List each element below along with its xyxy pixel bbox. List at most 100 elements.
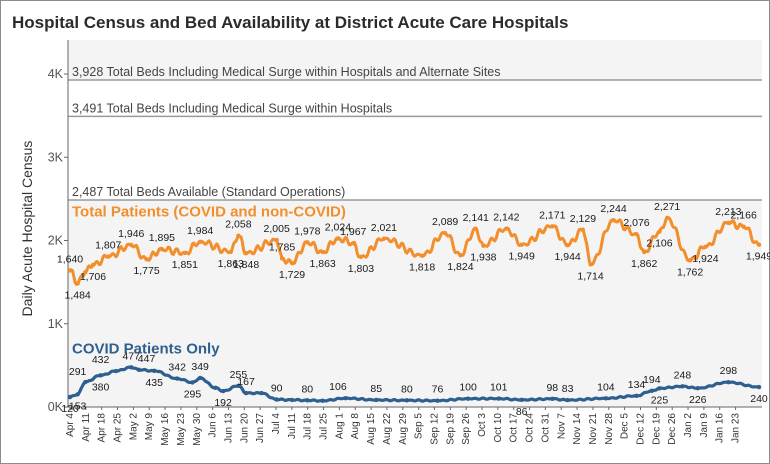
x-tick-label: Jun 6	[208, 413, 219, 438]
total-patients-point	[236, 233, 241, 238]
covid-patients-data-label: 106	[329, 381, 347, 393]
y-tick-label: 3K	[48, 150, 64, 164]
total-patients-point	[67, 268, 73, 273]
covid-patients-point	[236, 383, 241, 388]
total-patients-data-label: 2,129	[570, 213, 596, 225]
total-patients-point	[703, 244, 708, 250]
reference-line-label: 2,487 Total Beds Available (Standard Ope…	[72, 185, 345, 199]
total-patients-data-label: 2,142	[493, 212, 519, 224]
total-patients-point	[580, 227, 586, 232]
total-patients-data-label: 1,848	[233, 259, 259, 271]
covid-patients-data-label: 86	[516, 406, 528, 418]
x-tick-label: Oct 31	[540, 413, 551, 443]
total-patients-point	[726, 220, 731, 225]
total-patients-point	[481, 243, 486, 248]
total-patients-data-label: 2,076	[623, 217, 649, 229]
covid-patients-point	[220, 388, 226, 394]
total-patients-point	[473, 226, 478, 231]
total-patients-point	[144, 257, 149, 262]
total-patients-data-label: 1,807	[95, 240, 121, 252]
x-tick-label: Aug 15	[366, 413, 377, 445]
total-patients-data-label: 1,984	[187, 225, 213, 237]
x-tick-label: May 30	[192, 413, 203, 446]
total-patients-data-label: 2,024	[325, 222, 351, 234]
covid-patients-point	[174, 376, 180, 381]
covid-patients-data-label: 76	[432, 384, 444, 396]
x-tick-label: Dec 5	[620, 413, 631, 440]
total-patients-point	[419, 253, 425, 258]
page-title: Hospital Census and Bed Availability at …	[12, 13, 569, 32]
total-patients-data-label: 2,171	[539, 209, 565, 221]
x-tick-label: Nov 21	[588, 413, 599, 445]
total-patients-data-label: 1,484	[65, 289, 91, 301]
total-patients-data-label: 1,785	[269, 241, 295, 253]
total-patients-data-label: 2,141	[463, 212, 489, 224]
total-patients-point	[588, 262, 593, 267]
x-tick-label: Nov 28	[604, 413, 615, 445]
covid-patients-point	[496, 396, 501, 401]
y-tick-label: 2K	[48, 234, 64, 248]
total-patients-data-label: 1,706	[80, 271, 106, 283]
x-tick-label: Apr 18	[97, 413, 108, 443]
covid-patients-point	[519, 397, 524, 403]
total-patients-annotation: Total Patients (COVID and non-COVID)	[72, 204, 346, 221]
total-patients-point	[243, 250, 249, 256]
total-patients-data-label: 2,271	[654, 201, 680, 213]
x-tick-label: Apr 11	[81, 413, 92, 442]
covid-patients-data-label: 435	[145, 377, 163, 389]
x-tick-label: Nov 14	[572, 413, 583, 445]
total-patients-point	[756, 242, 762, 247]
covid-patients-point	[634, 393, 639, 399]
covid-patients-point	[465, 396, 471, 401]
covid-patients-point	[190, 380, 195, 385]
x-tick-label: May 2	[128, 413, 139, 441]
total-patients-point	[687, 258, 693, 263]
covid-patients-data-label: 255	[230, 369, 248, 381]
covid-patients-data-label: 80	[301, 383, 313, 395]
total-patients-data-label: 1,851	[172, 259, 198, 271]
x-tick-label: Jul 11	[287, 413, 298, 439]
total-patients-data-label: 1,924	[692, 253, 718, 265]
total-patients-data-label: 1,967	[340, 226, 366, 238]
x-tick-label: Dec 26	[667, 413, 678, 445]
y-tick-label: 0K	[48, 400, 64, 414]
x-tick-label: Jun 27	[255, 413, 266, 443]
covid-patients-data-label: 240	[750, 393, 768, 405]
total-patients-point	[182, 250, 188, 256]
total-patients-point	[741, 224, 746, 229]
covid-patients-data-label: 104	[597, 381, 615, 393]
x-tick-label: Jun 20	[239, 413, 250, 443]
covid-patients-data-label: 291	[69, 366, 87, 378]
total-patients-point	[159, 247, 165, 252]
reference-band	[68, 79, 762, 200]
x-tick-label: Aug 22	[382, 413, 393, 445]
x-tick-label: Sep 5	[414, 413, 425, 440]
total-patients-point	[565, 242, 570, 248]
covid-patients-data-label: 477	[122, 350, 140, 362]
covid-patients-data-label: 432	[92, 354, 110, 366]
total-patients-point	[75, 281, 80, 286]
total-patients-data-label: 1,775	[133, 265, 159, 277]
total-patients-point	[381, 236, 387, 241]
total-patients-point	[320, 249, 325, 255]
total-patients-point	[90, 262, 96, 268]
x-tick-label: Jan 23	[731, 413, 742, 443]
total-patients-data-label: 2,021	[371, 222, 397, 234]
total-patients-data-label: 2,166	[731, 210, 757, 222]
covid-patients-data-label: 90	[271, 383, 283, 395]
total-patients-data-label: 1,862	[631, 258, 657, 270]
covid-patients-data-label: 134	[628, 379, 646, 391]
x-tick-label: Apr 4	[65, 413, 76, 437]
reference-line-label: 3,491 Total Beds Including Medical Surge…	[72, 101, 392, 115]
covid-patients-data-label: 298	[720, 365, 738, 377]
x-tick-label: Jan 9	[699, 413, 710, 438]
covid-patients-data-label: 101	[490, 382, 508, 394]
covid-patients-point	[603, 396, 609, 401]
total-patients-data-label: 1,863	[218, 258, 244, 270]
total-patients-point	[550, 224, 555, 229]
total-patients-point	[458, 252, 463, 258]
covid-patients-data-label: 167	[237, 376, 255, 388]
total-patients-point	[305, 240, 310, 245]
covid-patients-data-label: 342	[168, 362, 186, 374]
covid-patients-point	[98, 373, 103, 378]
